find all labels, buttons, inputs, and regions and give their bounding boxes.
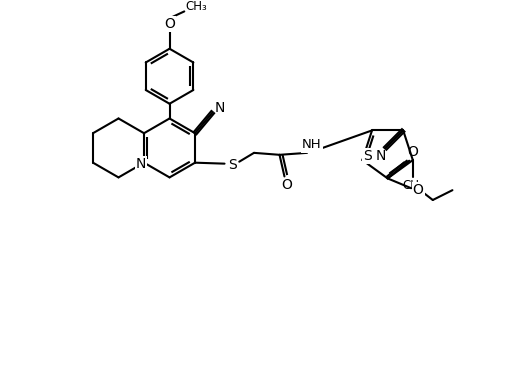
Text: NH: NH xyxy=(301,138,321,152)
Text: S: S xyxy=(228,158,236,172)
Text: N: N xyxy=(375,149,386,163)
Text: O: O xyxy=(280,178,291,192)
Text: O: O xyxy=(412,183,422,197)
Text: CH₃: CH₃ xyxy=(401,179,423,192)
Text: O: O xyxy=(164,17,175,31)
Text: N: N xyxy=(214,101,224,115)
Text: CH₃: CH₃ xyxy=(185,0,207,13)
Text: S: S xyxy=(362,149,371,163)
Text: O: O xyxy=(407,145,418,159)
Text: N: N xyxy=(135,157,146,171)
